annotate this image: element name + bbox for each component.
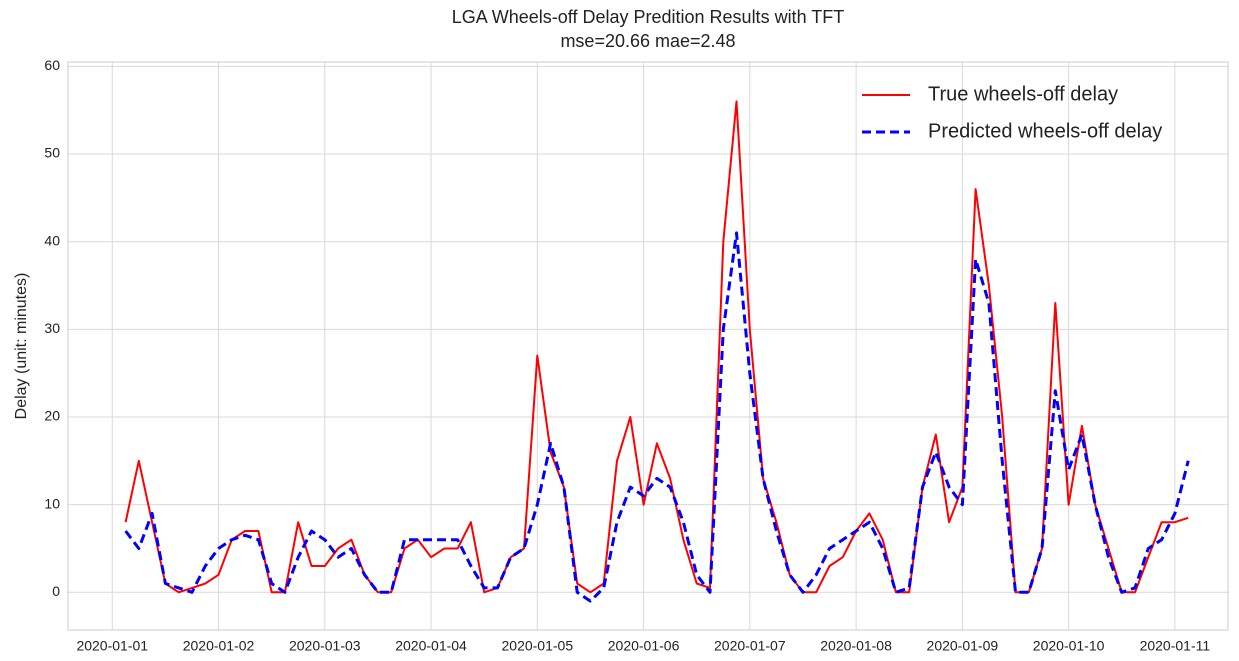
x-tick-label: 2020-01-07 <box>714 638 786 654</box>
y-tick-label: 0 <box>52 583 60 599</box>
x-tick-label: 2020-01-03 <box>289 638 361 654</box>
y-tick-label: 10 <box>44 495 60 511</box>
data-line <box>124 231 1190 603</box>
plot-frame <box>67 61 1229 631</box>
x-tick-label: 2020-01-04 <box>395 638 467 654</box>
y-tick-label: 20 <box>44 408 60 424</box>
x-tick-label: 2020-01-08 <box>820 638 892 654</box>
x-tick-label: 2020-01-11 <box>1140 638 1211 654</box>
y-tick-label: 40 <box>44 232 60 248</box>
y-tick-label: 30 <box>44 320 60 336</box>
y-tick-label: 50 <box>44 145 60 161</box>
x-tick-label: 2020-01-05 <box>502 638 574 654</box>
x-tick-label: 2020-01-01 <box>76 638 148 654</box>
x-tick-label: 2020-01-02 <box>183 638 255 654</box>
chart-title: LGA Wheels-off Delay Predition Results w… <box>452 7 844 27</box>
x-tick-label: 2020-01-06 <box>608 638 680 654</box>
y-tick-label: 60 <box>44 57 60 73</box>
chart-subtitle: mse=20.66 mae=2.48 <box>560 31 735 51</box>
legend-label: True wheels-off delay <box>928 83 1118 105</box>
legend-label: Predicted wheels-off delay <box>928 120 1162 142</box>
y-axis-label: Delay (unit: minutes) <box>13 273 30 420</box>
x-tick-label: 2020-01-10 <box>1033 638 1105 654</box>
x-tick-label: 2020-01-09 <box>927 638 999 654</box>
